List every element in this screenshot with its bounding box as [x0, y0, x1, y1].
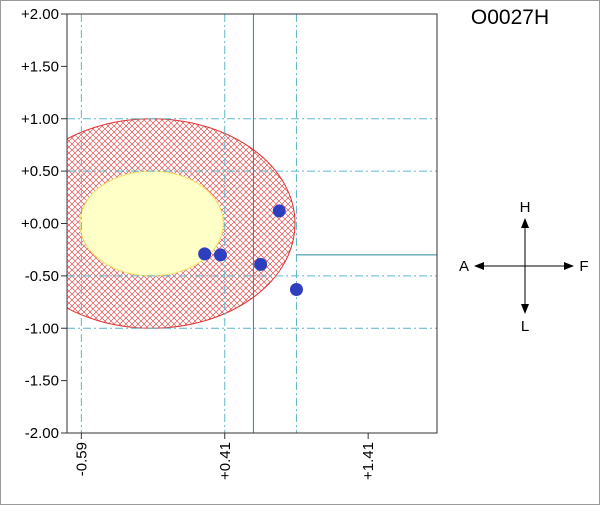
y-tick-label: -0.50 [25, 268, 59, 285]
y-tick-label: +0.00 [21, 216, 59, 233]
arrow-left-icon [474, 262, 484, 270]
y-tick-label: +0.50 [21, 163, 59, 180]
data-point [289, 282, 303, 296]
regions-layer [67, 118, 296, 329]
data-point [254, 257, 268, 271]
points-layer [198, 204, 303, 296]
compass-right-label: F [579, 258, 588, 275]
y-tick-label: +1.50 [21, 58, 59, 75]
arrow-right-icon [564, 262, 574, 270]
y-tick-label: -1.50 [25, 373, 59, 390]
x-tick-label: +1.41 [360, 442, 377, 480]
y-tick-label: +2.00 [21, 6, 59, 23]
yellow-ellipse [79, 170, 224, 277]
data-point [213, 248, 227, 262]
y-axis: +2.00 +1.50 +1.00 +0.50 +0.00 -0.50 -1.00 -1.50… [21, 6, 67, 442]
chart-title: O0027H [471, 6, 549, 29]
data-point [272, 204, 286, 218]
data-point [198, 247, 212, 261]
x-tick-label: +0.41 [217, 442, 234, 480]
y-tick-label: +1.00 [21, 111, 59, 128]
compass-up-label: H [520, 199, 531, 216]
arrow-up-icon [521, 218, 529, 228]
y-tick-label: -1.00 [25, 320, 59, 337]
y-tick-label: -2.00 [25, 425, 59, 442]
compass: H L A F [459, 199, 589, 335]
arrow-down-icon [521, 304, 529, 314]
grid-layer [67, 14, 437, 433]
x-tick-label: -0.59 [73, 442, 90, 476]
compass-down-label: L [521, 318, 529, 335]
x-axis: -0.59 +0.41 +1.41 [73, 433, 377, 480]
compass-left-label: A [459, 258, 469, 275]
